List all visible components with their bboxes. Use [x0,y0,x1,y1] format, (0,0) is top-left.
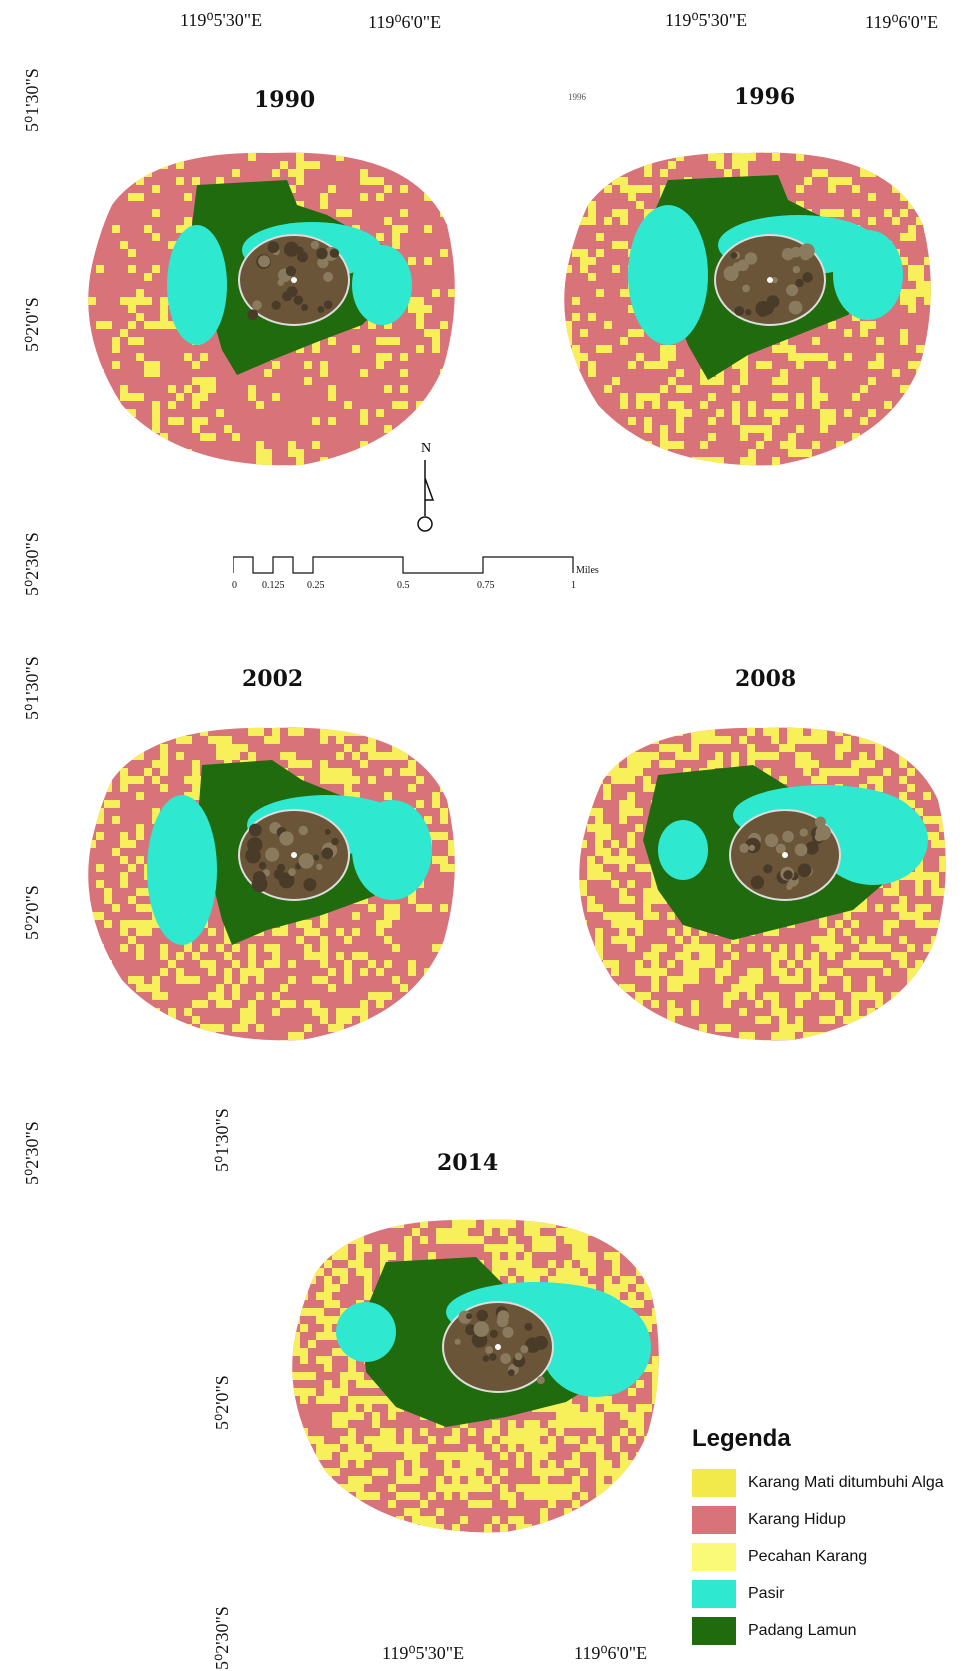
legend-item-karang-mati: Karang Mati ditumbuhi Alga [692,1467,962,1499]
scale-tick-2: 0.25 [307,580,325,591]
lat-label-9: 5⁰2'30"S [212,1606,232,1670]
legend-label: Padang Lamun [748,1622,857,1639]
lat-label-2: 5⁰2'0"S [22,297,42,352]
habitat-map-1990 [88,152,455,466]
legend-label: Pasir [748,1585,785,1602]
habitat-map-2014 [292,1219,659,1533]
legend: Legenda Karang Mati ditumbuhi Alga Karan… [692,1425,962,1652]
legend-swatch [692,1469,736,1497]
lat-label-5: 5⁰2'0"S [22,885,42,940]
habitat-map-2002 [88,727,455,1041]
legend-item-pecahan-karang: Pecahan Karang [692,1541,962,1573]
legend-item-pasir: Pasir [692,1578,962,1610]
lat-label-1: 5⁰1'30"S [22,68,42,132]
lat-label-4: 5⁰1'30"S [22,656,42,720]
lat-label-6: 5⁰2'30"S [22,1121,42,1185]
lon-label-top-1: 119⁰5'30"E [180,10,263,30]
habitat-map-2008 [579,727,946,1041]
legend-swatch [692,1617,736,1645]
lon-label-bottom-2: 119⁰6'0"E [574,1643,648,1663]
legend-item-karang-hidup: Karang Hidup [692,1504,962,1536]
legend-label: Karang Hidup [748,1511,846,1528]
map-title-1990: 1990 [254,87,316,113]
lon-label-top-2: 119⁰6'0"E [368,12,442,32]
scale-tick-4: 0.75 [477,580,495,591]
scale-unit: Miles [576,565,599,576]
legend-swatch [692,1580,736,1608]
legend-title: Legenda [692,1425,791,1452]
stray-year-label: 1996 [568,92,586,102]
legend-swatch [692,1543,736,1571]
legend-swatch [692,1506,736,1534]
legend-label: Karang Mati ditumbuhi Alga [748,1474,944,1491]
scale-bar [233,556,574,574]
scale-tick-3: 0.5 [397,580,410,591]
lon-label-top-4: 119⁰6'0"E [865,12,939,32]
lat-label-7: 5⁰1'30"S [212,1108,232,1172]
lat-label-8: 5⁰2'0"S [212,1375,232,1430]
scale-tick-0: 0 [232,580,237,591]
lat-label-3: 5⁰2'30"S [22,532,42,596]
lon-label-top-3: 119⁰5'30"E [665,10,748,30]
legend-item-padang-lamun: Padang Lamun [692,1615,962,1647]
map-title-1996: 1996 [734,84,796,110]
north-arrow-icon: N [417,441,435,532]
scale-tick-1: 0.125 [262,580,285,591]
map-title-2002: 2002 [242,666,304,692]
legend-label: Pecahan Karang [748,1548,868,1565]
habitat-map-1996 [564,152,931,466]
lon-label-bottom-1: 119⁰5'30"E [382,1643,465,1663]
north-label: N [421,441,431,456]
map-title-2014: 2014 [437,1150,499,1176]
scale-tick-5: 1 [571,580,576,591]
map-title-2008: 2008 [735,666,797,692]
